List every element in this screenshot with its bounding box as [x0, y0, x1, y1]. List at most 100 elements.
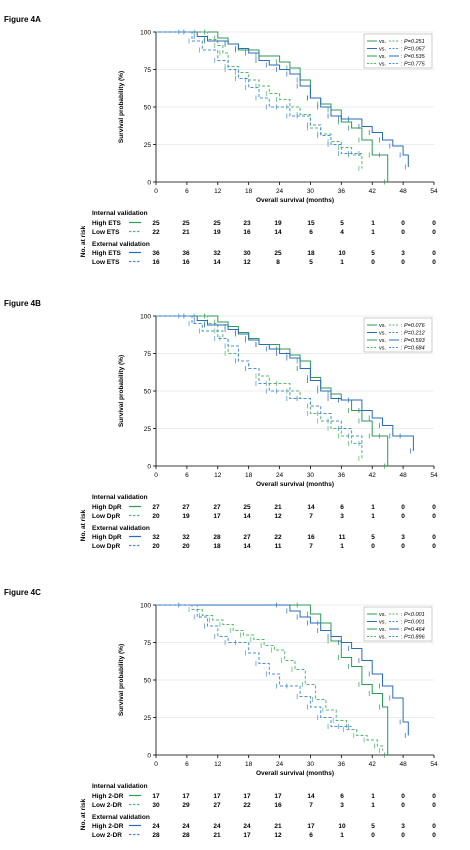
- risk-count: 0: [401, 793, 405, 800]
- risk-count: 5: [309, 259, 313, 266]
- figure-label: Figure 4A: [4, 15, 41, 24]
- y-tick-label: 75: [144, 640, 152, 647]
- x-axis-label: Overall survival (months): [256, 197, 334, 204]
- legend-vs: vs.: [379, 323, 387, 329]
- risk-count: 27: [182, 504, 190, 511]
- risk-side-label: No. at risk: [80, 225, 87, 257]
- legend-vs: vs.: [379, 620, 387, 626]
- risk-count: 28: [182, 832, 190, 839]
- risk-count: 16: [182, 259, 190, 266]
- legend-box: [363, 317, 433, 353]
- risk-count: 0: [371, 832, 375, 839]
- risk-count: 32: [182, 534, 190, 541]
- x-tick-label: 48: [399, 472, 407, 479]
- survival-curve: [156, 604, 389, 755]
- y-tick-label: 50: [144, 104, 152, 111]
- risk-count: 3: [340, 513, 344, 520]
- y-tick-label: 100: [140, 29, 151, 36]
- x-tick-label: 18: [245, 761, 253, 768]
- legend-p-value: P=0.684: [404, 346, 425, 352]
- risk-count: 7: [309, 543, 313, 550]
- legend-colon: :: [401, 627, 403, 633]
- risk-count: 11: [339, 534, 346, 541]
- risk-count: 1: [340, 543, 344, 550]
- risk-count: 17: [152, 793, 160, 800]
- x-tick-label: 24: [276, 188, 284, 195]
- survival-curve: [156, 315, 363, 459]
- risk-count: 1: [371, 793, 375, 800]
- y-tick-label: 100: [140, 602, 151, 609]
- figure-label: Figure 4B: [4, 299, 41, 308]
- risk-count: 5: [371, 534, 375, 541]
- risk-count: 24: [243, 823, 251, 830]
- risk-count: 21: [274, 823, 282, 830]
- risk-count: 21: [274, 504, 282, 511]
- legend-colon: :: [401, 620, 403, 626]
- risk-count: 27: [213, 802, 221, 809]
- legend-vs: vs.: [379, 346, 387, 352]
- risk-count: 0: [432, 793, 436, 800]
- x-tick-label: 12: [214, 472, 222, 479]
- risk-count: 18: [307, 250, 315, 257]
- y-tick-label: 25: [144, 142, 152, 149]
- risk-row-label: High DpR: [92, 534, 122, 541]
- risk-count: 10: [338, 250, 346, 257]
- figure-label: Figure 4C: [4, 588, 41, 597]
- risk-count: 25: [274, 250, 282, 257]
- legend-vs: vs.: [379, 62, 387, 68]
- risk-row-label: High 2-DR: [92, 793, 124, 800]
- risk-count: 14: [243, 513, 251, 520]
- risk-count: 7: [309, 513, 313, 520]
- x-tick-label: 54: [430, 472, 438, 479]
- legend-vs: vs.: [379, 54, 387, 60]
- risk-count: 22: [274, 534, 282, 541]
- risk-count: 3: [401, 823, 405, 830]
- risk-count: 23: [243, 220, 251, 227]
- risk-count: 0: [432, 504, 436, 511]
- survival-curve: [156, 604, 352, 727]
- legend-p-value: P=0.057: [404, 47, 426, 53]
- x-tick-label: 36: [338, 761, 346, 768]
- risk-count: 0: [401, 220, 405, 227]
- risk-row-label: Low 2-DR: [92, 802, 122, 809]
- risk-count: 15: [307, 220, 315, 227]
- risk-count: 29: [182, 802, 190, 809]
- risk-count: 1: [371, 229, 375, 236]
- risk-count: 7: [309, 802, 313, 809]
- risk-count: 19: [213, 229, 221, 236]
- risk-count: 0: [432, 250, 436, 257]
- risk-count: 6: [340, 504, 344, 511]
- risk-count: 0: [432, 259, 436, 266]
- risk-count: 25: [213, 220, 221, 227]
- survival-curve: [156, 604, 409, 736]
- risk-count: 4: [340, 229, 344, 236]
- legend-p-value: P=0.464: [404, 627, 425, 633]
- risk-count: 28: [213, 534, 221, 541]
- risk-count: 5: [340, 220, 344, 227]
- risk-group-title: External validation: [92, 525, 150, 532]
- risk-count: 1: [340, 832, 344, 839]
- risk-count: 0: [401, 504, 405, 511]
- risk-count: 3: [401, 250, 405, 257]
- risk-count: 0: [432, 220, 436, 227]
- legend-vs: vs.: [379, 627, 387, 633]
- legend-colon: :: [401, 323, 403, 329]
- x-tick-label: 12: [214, 188, 222, 195]
- risk-count: 25: [182, 220, 190, 227]
- risk-row-label: Low ETS: [92, 229, 120, 236]
- y-tick-label: 0: [147, 752, 151, 759]
- risk-count: 20: [152, 543, 160, 550]
- risk-count: 0: [401, 259, 405, 266]
- y-tick-label: 50: [144, 388, 152, 395]
- x-tick-label: 30: [307, 472, 315, 479]
- risk-count: 17: [274, 793, 282, 800]
- risk-count: 0: [432, 513, 436, 520]
- legend-colon: :: [401, 338, 403, 344]
- risk-count: 5: [371, 823, 375, 830]
- y-tick-label: 50: [144, 677, 152, 684]
- risk-row-label: High ETS: [92, 220, 122, 227]
- x-tick-label: 18: [245, 472, 253, 479]
- risk-count: 11: [275, 543, 282, 550]
